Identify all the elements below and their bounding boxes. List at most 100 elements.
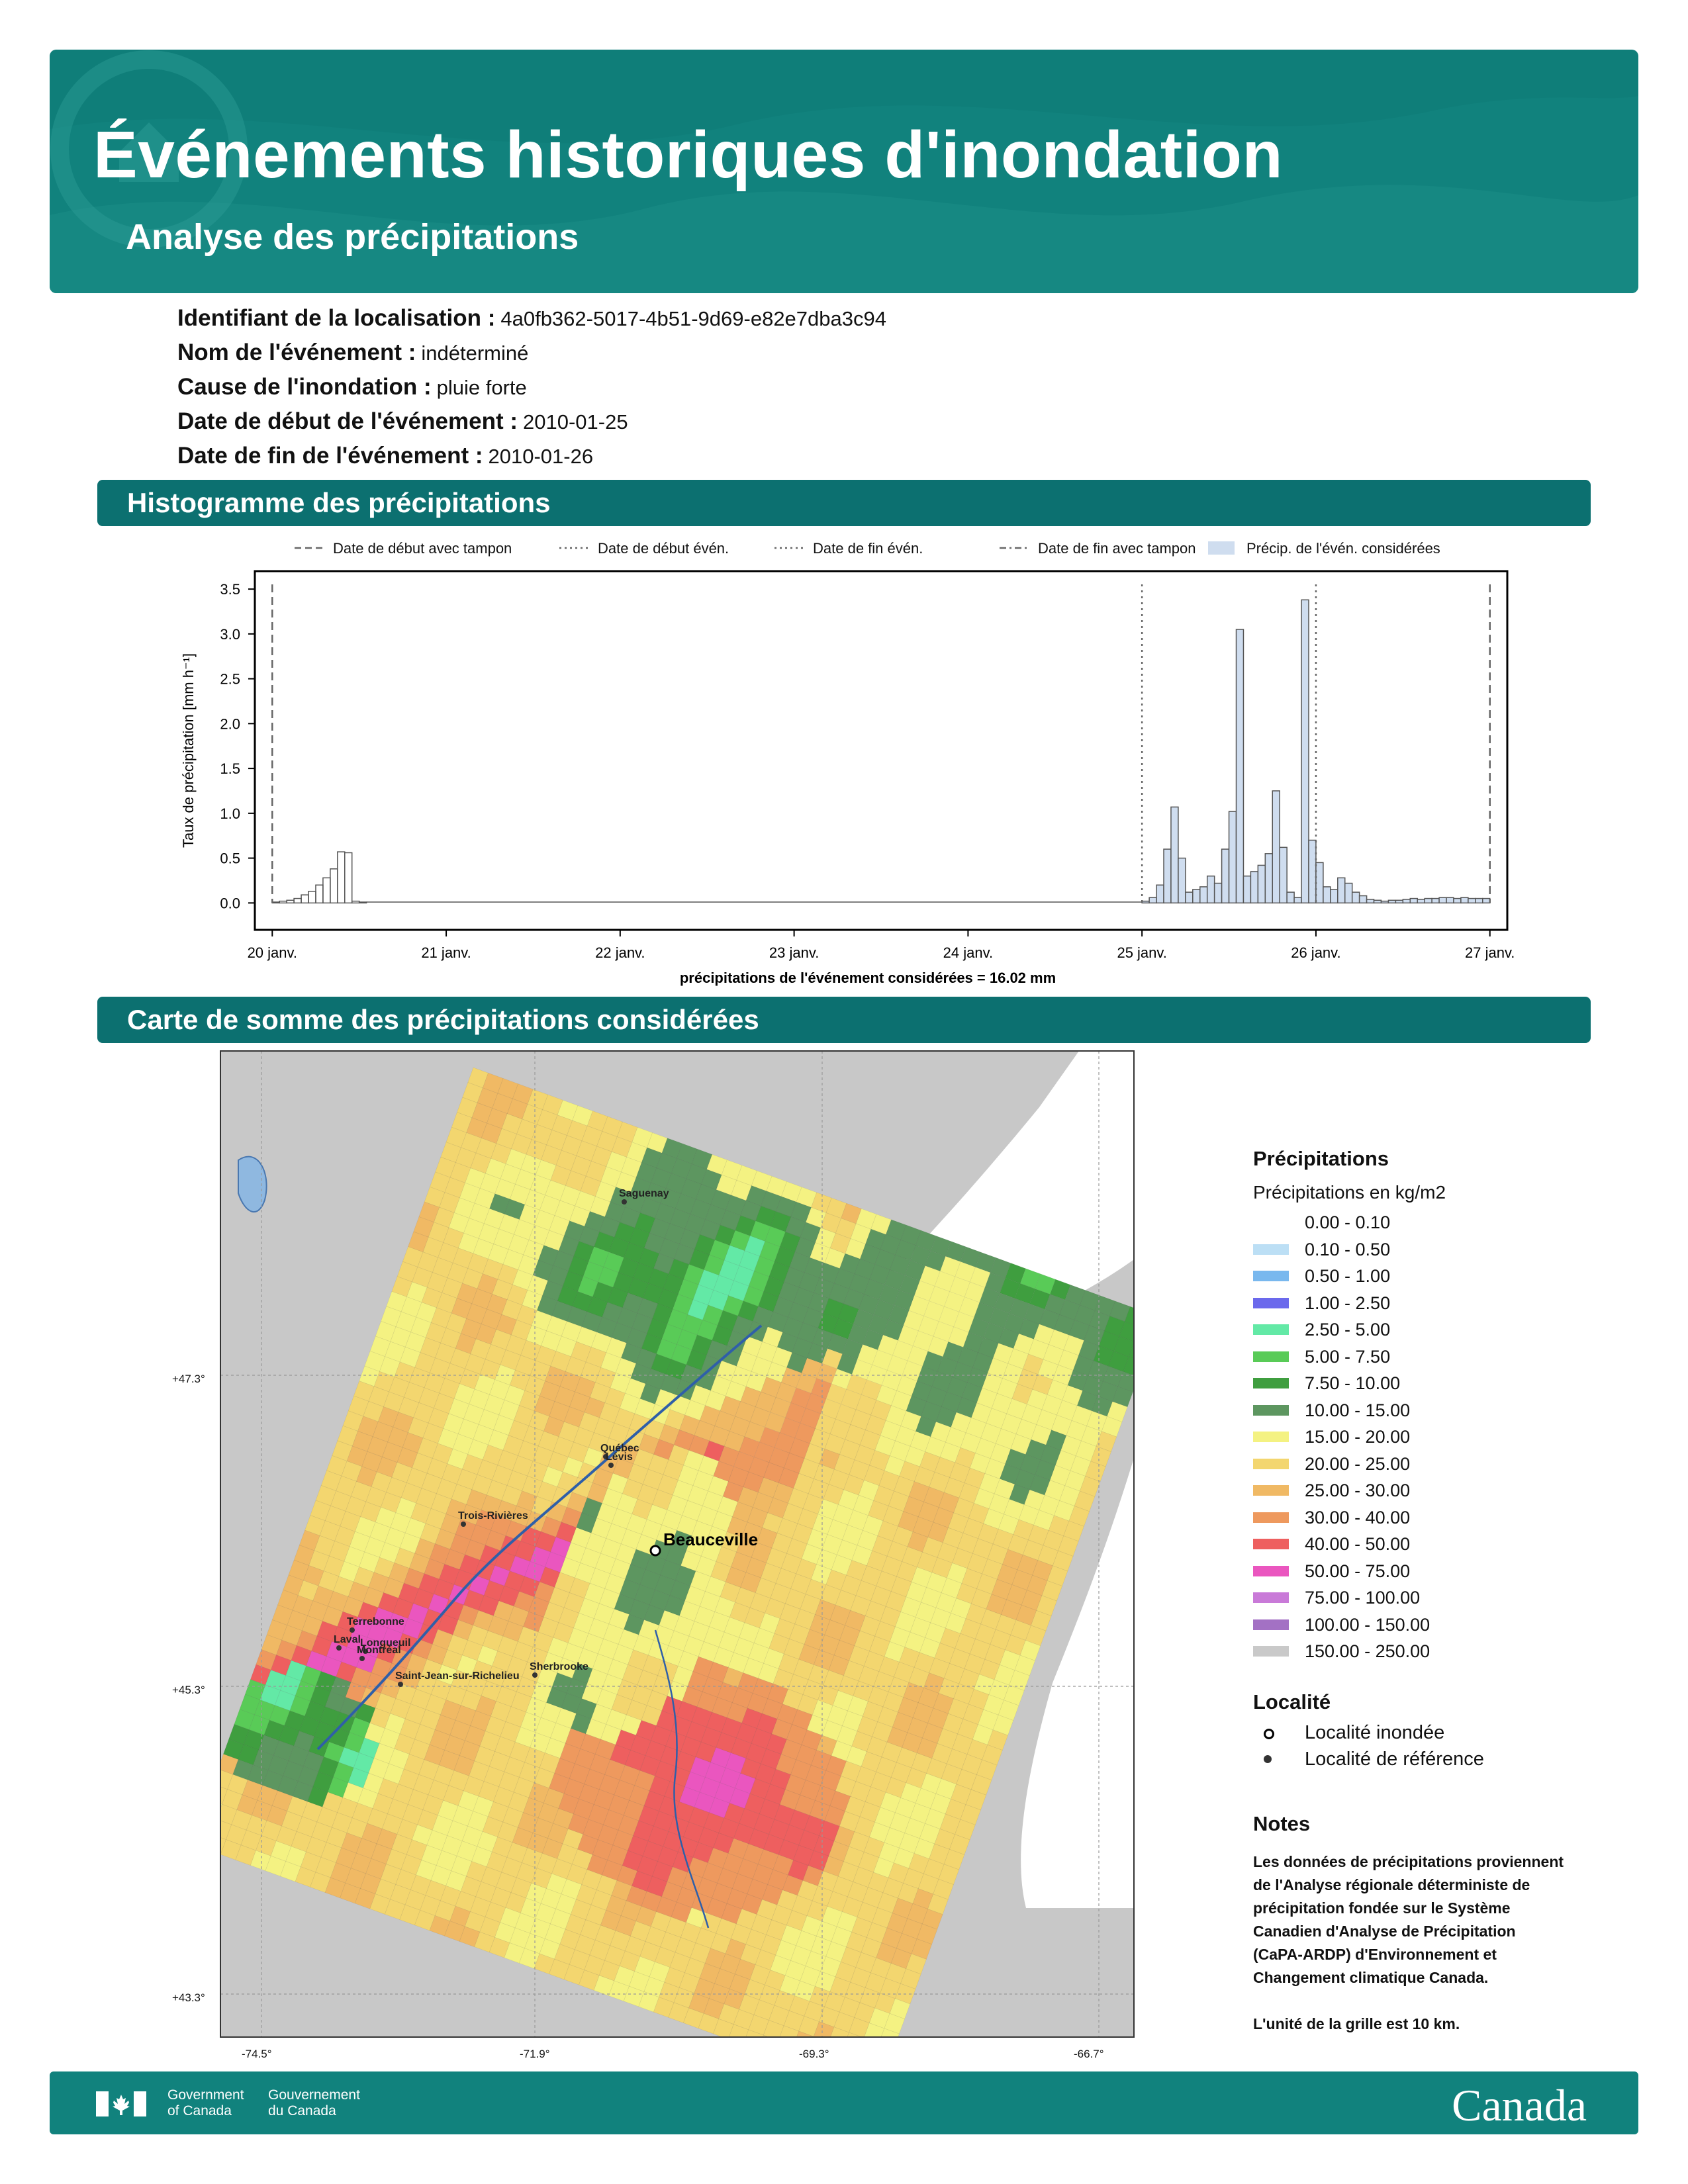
legend-swatch xyxy=(1253,1539,1289,1549)
reference-locality-marker xyxy=(603,1454,608,1459)
legend-class-label: 30.00 - 40.00 xyxy=(1305,1507,1411,1527)
histogram-bar xyxy=(1206,875,1215,904)
place-label: Longueuil xyxy=(360,1637,410,1649)
section-header-map: Carte de somme des précipitations consid… xyxy=(97,997,1591,1043)
histogram-bar xyxy=(1192,889,1201,904)
histogram-bar xyxy=(1301,599,1309,904)
histogram-bar xyxy=(1178,857,1186,904)
histogram-bar xyxy=(1351,891,1360,904)
page-title: Événements historiques d'inondation xyxy=(93,118,1284,192)
gov-name-fr: Gouvernement du Canada xyxy=(268,2087,360,2118)
grid-cell xyxy=(853,2053,874,2054)
histogram-bar xyxy=(1250,871,1259,904)
legend-class-label: 15.00 - 20.00 xyxy=(1305,1427,1411,1447)
histogram-bar xyxy=(1358,895,1368,904)
legend-class-row: 2.50 - 5.00 xyxy=(1253,1316,1624,1343)
histogram-bar xyxy=(1156,884,1164,904)
histogram-bar xyxy=(1366,899,1375,904)
x-axis-label: précipitations de l'événement considérée… xyxy=(680,970,1056,986)
histogram-bar xyxy=(1460,897,1469,904)
legend-swatch xyxy=(1253,1592,1289,1603)
info-label: Cause de l'inondation : xyxy=(177,374,432,400)
x-tick-label: 26 janv. xyxy=(1291,944,1340,961)
x-tick-label: 24 janv. xyxy=(943,944,993,961)
reference-locality-marker xyxy=(363,1649,368,1654)
reference-locality-marker xyxy=(336,1645,342,1651)
legend-class-label: 0.00 - 0.10 xyxy=(1305,1212,1391,1232)
grid-cell xyxy=(757,2034,779,2037)
y-tick-label: 2.0 xyxy=(220,715,240,732)
histogram-bar xyxy=(271,901,280,904)
y-tick-label: 2.5 xyxy=(220,671,240,688)
legend-swatch xyxy=(1253,1244,1289,1255)
legend-class-row: 20.00 - 25.00 xyxy=(1253,1451,1624,1478)
histogram-bar xyxy=(1337,877,1346,904)
grid-cell xyxy=(878,2028,900,2037)
grid-cell xyxy=(727,2024,749,2037)
grid-cell xyxy=(828,2026,849,2037)
y-tick-label: 0.0 xyxy=(220,895,240,911)
legend-swatch xyxy=(1253,1485,1289,1496)
histogram-bar xyxy=(1417,899,1425,904)
legend-class-row: 0.50 - 1.00 xyxy=(1253,1263,1624,1290)
reference-label: Localité de référence xyxy=(1305,1748,1484,1770)
map-frame xyxy=(220,1050,1135,2038)
histogram-bar xyxy=(1286,891,1295,904)
histogram-bar xyxy=(1431,897,1440,904)
plot-frame xyxy=(254,570,1509,931)
legend-class-label: 100.00 - 150.00 xyxy=(1305,1614,1430,1635)
reference-locality-marker xyxy=(359,1656,365,1661)
y-tick-label: 1.5 xyxy=(220,760,240,777)
histogram-bar xyxy=(1387,899,1397,904)
legend-swatch xyxy=(1253,1404,1289,1416)
histogram-bar xyxy=(1402,899,1411,904)
legend-class-row: 1.00 - 2.50 xyxy=(1253,1290,1624,1317)
histogram-bar xyxy=(1257,864,1266,904)
histogram-bar xyxy=(1243,875,1252,904)
notes-title: Notes xyxy=(1253,1811,1311,1835)
legend-class-label: 0.50 - 1.00 xyxy=(1305,1266,1391,1286)
legend-class-row: 7.50 - 10.00 xyxy=(1253,1370,1624,1397)
flooded-locality-marker xyxy=(649,1545,661,1557)
legend-swatch xyxy=(1253,1565,1289,1576)
reference-locality-marker xyxy=(608,1463,614,1468)
info-value: indéterminé xyxy=(421,341,529,365)
legend-label: Date de fin évén. xyxy=(813,540,923,557)
reference-locality-marker xyxy=(532,1672,538,1678)
lon-label-693: -69.3° xyxy=(799,2048,829,2060)
histogram-bar xyxy=(1330,889,1338,904)
histogram-bar xyxy=(1199,886,1208,904)
histogram-bar xyxy=(1409,897,1418,904)
x-tick-label: 20 janv. xyxy=(248,944,297,961)
histogram-bar xyxy=(1279,846,1288,904)
info-value: 4a0fb362-5017-4b51-9d69-e82e7dba3c94 xyxy=(500,307,886,330)
canada-wordmark: Canada xyxy=(1452,2080,1587,2130)
histogram-bar xyxy=(1228,811,1237,904)
info-value: 2010-01-25 xyxy=(523,410,628,433)
legend-class-label: 150.00 - 250.00 xyxy=(1305,1641,1430,1661)
legend-swatch xyxy=(1253,1458,1289,1469)
legend-class-label: 2.50 - 5.00 xyxy=(1305,1320,1391,1340)
histogram-bar xyxy=(344,852,353,904)
histogram-bar xyxy=(1395,899,1404,904)
histogram-bar xyxy=(1170,806,1179,904)
flooded-marker-icon xyxy=(1264,1728,1274,1739)
legend-swatch xyxy=(1253,1512,1289,1523)
info-row-event-name: Nom de l'événement : indéterminé xyxy=(177,336,886,370)
legend-class-row: 100.00 - 150.00 xyxy=(1253,1612,1624,1639)
x-tick-label: 25 janv. xyxy=(1117,944,1166,961)
legend-class-label: 7.50 - 10.00 xyxy=(1305,1373,1401,1393)
map-content xyxy=(220,1051,1134,2054)
info-row-location-id: Identifiant de la localisation :4a0fb362… xyxy=(177,301,886,336)
histogram-bar xyxy=(1315,862,1324,904)
legend-swatch xyxy=(1253,1351,1289,1362)
legend-class-label: 10.00 - 15.00 xyxy=(1305,1400,1411,1420)
place-label: Terrebonne xyxy=(347,1616,404,1627)
lake-water xyxy=(238,1156,267,1213)
place-label: Québec xyxy=(600,1443,639,1454)
header-banner: Événements historiques d'inondation Anal… xyxy=(50,50,1638,293)
place-label: Beauceville xyxy=(663,1529,758,1549)
legend-class-row: 25.00 - 30.00 xyxy=(1253,1477,1624,1504)
legend-class-label: 75.00 - 100.00 xyxy=(1305,1588,1421,1608)
